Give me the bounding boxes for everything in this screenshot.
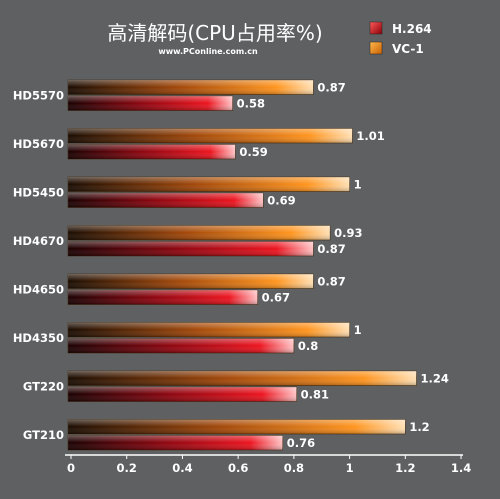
bar-highlight	[68, 80, 314, 95]
bar-group: HD4350 1 0.8	[13, 322, 362, 354]
bar-highlight	[68, 387, 297, 402]
data-label: 0.87	[317, 242, 345, 256]
data-label: 0.76	[287, 436, 315, 450]
bar-highlight	[68, 96, 233, 111]
bar-group: HD5450 1 0.69	[13, 176, 362, 208]
bar-highlight	[68, 435, 283, 450]
bar-highlight	[68, 371, 417, 386]
data-label: 0.58	[237, 97, 265, 111]
data-label: 0.67	[262, 291, 290, 305]
legend-label: H.264	[392, 22, 432, 36]
category-label: HD5670	[13, 137, 64, 151]
bar-highlight	[68, 225, 331, 240]
category-label: HD5570	[13, 89, 64, 103]
x-axis: 0 0.2 0.4 0.6 0.8 1 1.2 1.4	[65, 454, 471, 475]
chart-title: 高清解码(CPU占用率%)	[107, 21, 322, 45]
data-label: 1.01	[356, 129, 384, 143]
x-tick-label: 1.2	[395, 461, 415, 475]
x-tick-label: 0.6	[228, 461, 248, 475]
plot-area: HD55700.870.58HD56701.010.59HD545010.69H…	[13, 79, 449, 451]
data-label: 0.59	[239, 145, 267, 159]
legend-swatch	[369, 41, 383, 55]
data-label: 0.8	[298, 339, 318, 353]
legend: H.264 VC-1	[369, 21, 432, 56]
bar-group: HD5570 0.87 0.58	[13, 79, 346, 111]
bar-highlight	[68, 419, 406, 434]
data-label: 1	[354, 178, 362, 192]
data-label: 1.24	[420, 372, 448, 386]
category-label: GT210	[23, 428, 64, 442]
bar-group: GT220 1.24 0.81	[23, 370, 449, 402]
bar-highlight	[68, 274, 314, 289]
bar-group: GT210 1.2 0.76	[23, 419, 430, 451]
x-tick-label: 0	[67, 461, 75, 475]
data-label: 1	[354, 323, 362, 337]
data-label: 0.93	[334, 226, 362, 240]
bar-highlight	[68, 290, 258, 305]
legend-label: VC-1	[392, 42, 424, 56]
bar-group: HD4650 0.87 0.67	[13, 273, 346, 305]
category-label: GT220	[23, 380, 64, 394]
bar-highlight	[68, 241, 314, 256]
bar-group: HD5670 1.01 0.59	[13, 128, 385, 160]
category-label: HD5450	[13, 186, 64, 200]
category-label: HD4670	[13, 234, 64, 248]
x-tick-label: 1	[346, 461, 354, 475]
legend-item: VC-1	[369, 41, 424, 56]
data-label: 0.87	[317, 81, 345, 95]
bar-highlight	[68, 144, 236, 159]
bar-highlight	[68, 193, 264, 208]
x-tick-label: 0.8	[284, 461, 304, 475]
bar-highlight	[68, 177, 350, 192]
bar-highlight	[68, 128, 353, 143]
bar-highlight	[68, 338, 294, 353]
category-label: HD4650	[13, 283, 64, 297]
bar-highlight	[68, 322, 350, 337]
x-tick-label: 1.4	[451, 461, 471, 475]
bar-group: HD4670 0.93 0.87	[13, 225, 362, 257]
category-label: HD4350	[13, 331, 64, 345]
data-label: 0.87	[317, 275, 345, 289]
data-label: 0.69	[267, 194, 295, 208]
data-label: 1.2	[409, 420, 429, 434]
x-tick-label: 0.4	[172, 461, 192, 475]
legend-swatch	[369, 21, 383, 35]
legend-item: H.264	[369, 21, 432, 36]
chart-subtitle: www.PConline.com.cn	[158, 47, 258, 56]
data-label: 0.81	[301, 388, 329, 402]
x-tick-label: 0.2	[117, 461, 137, 475]
